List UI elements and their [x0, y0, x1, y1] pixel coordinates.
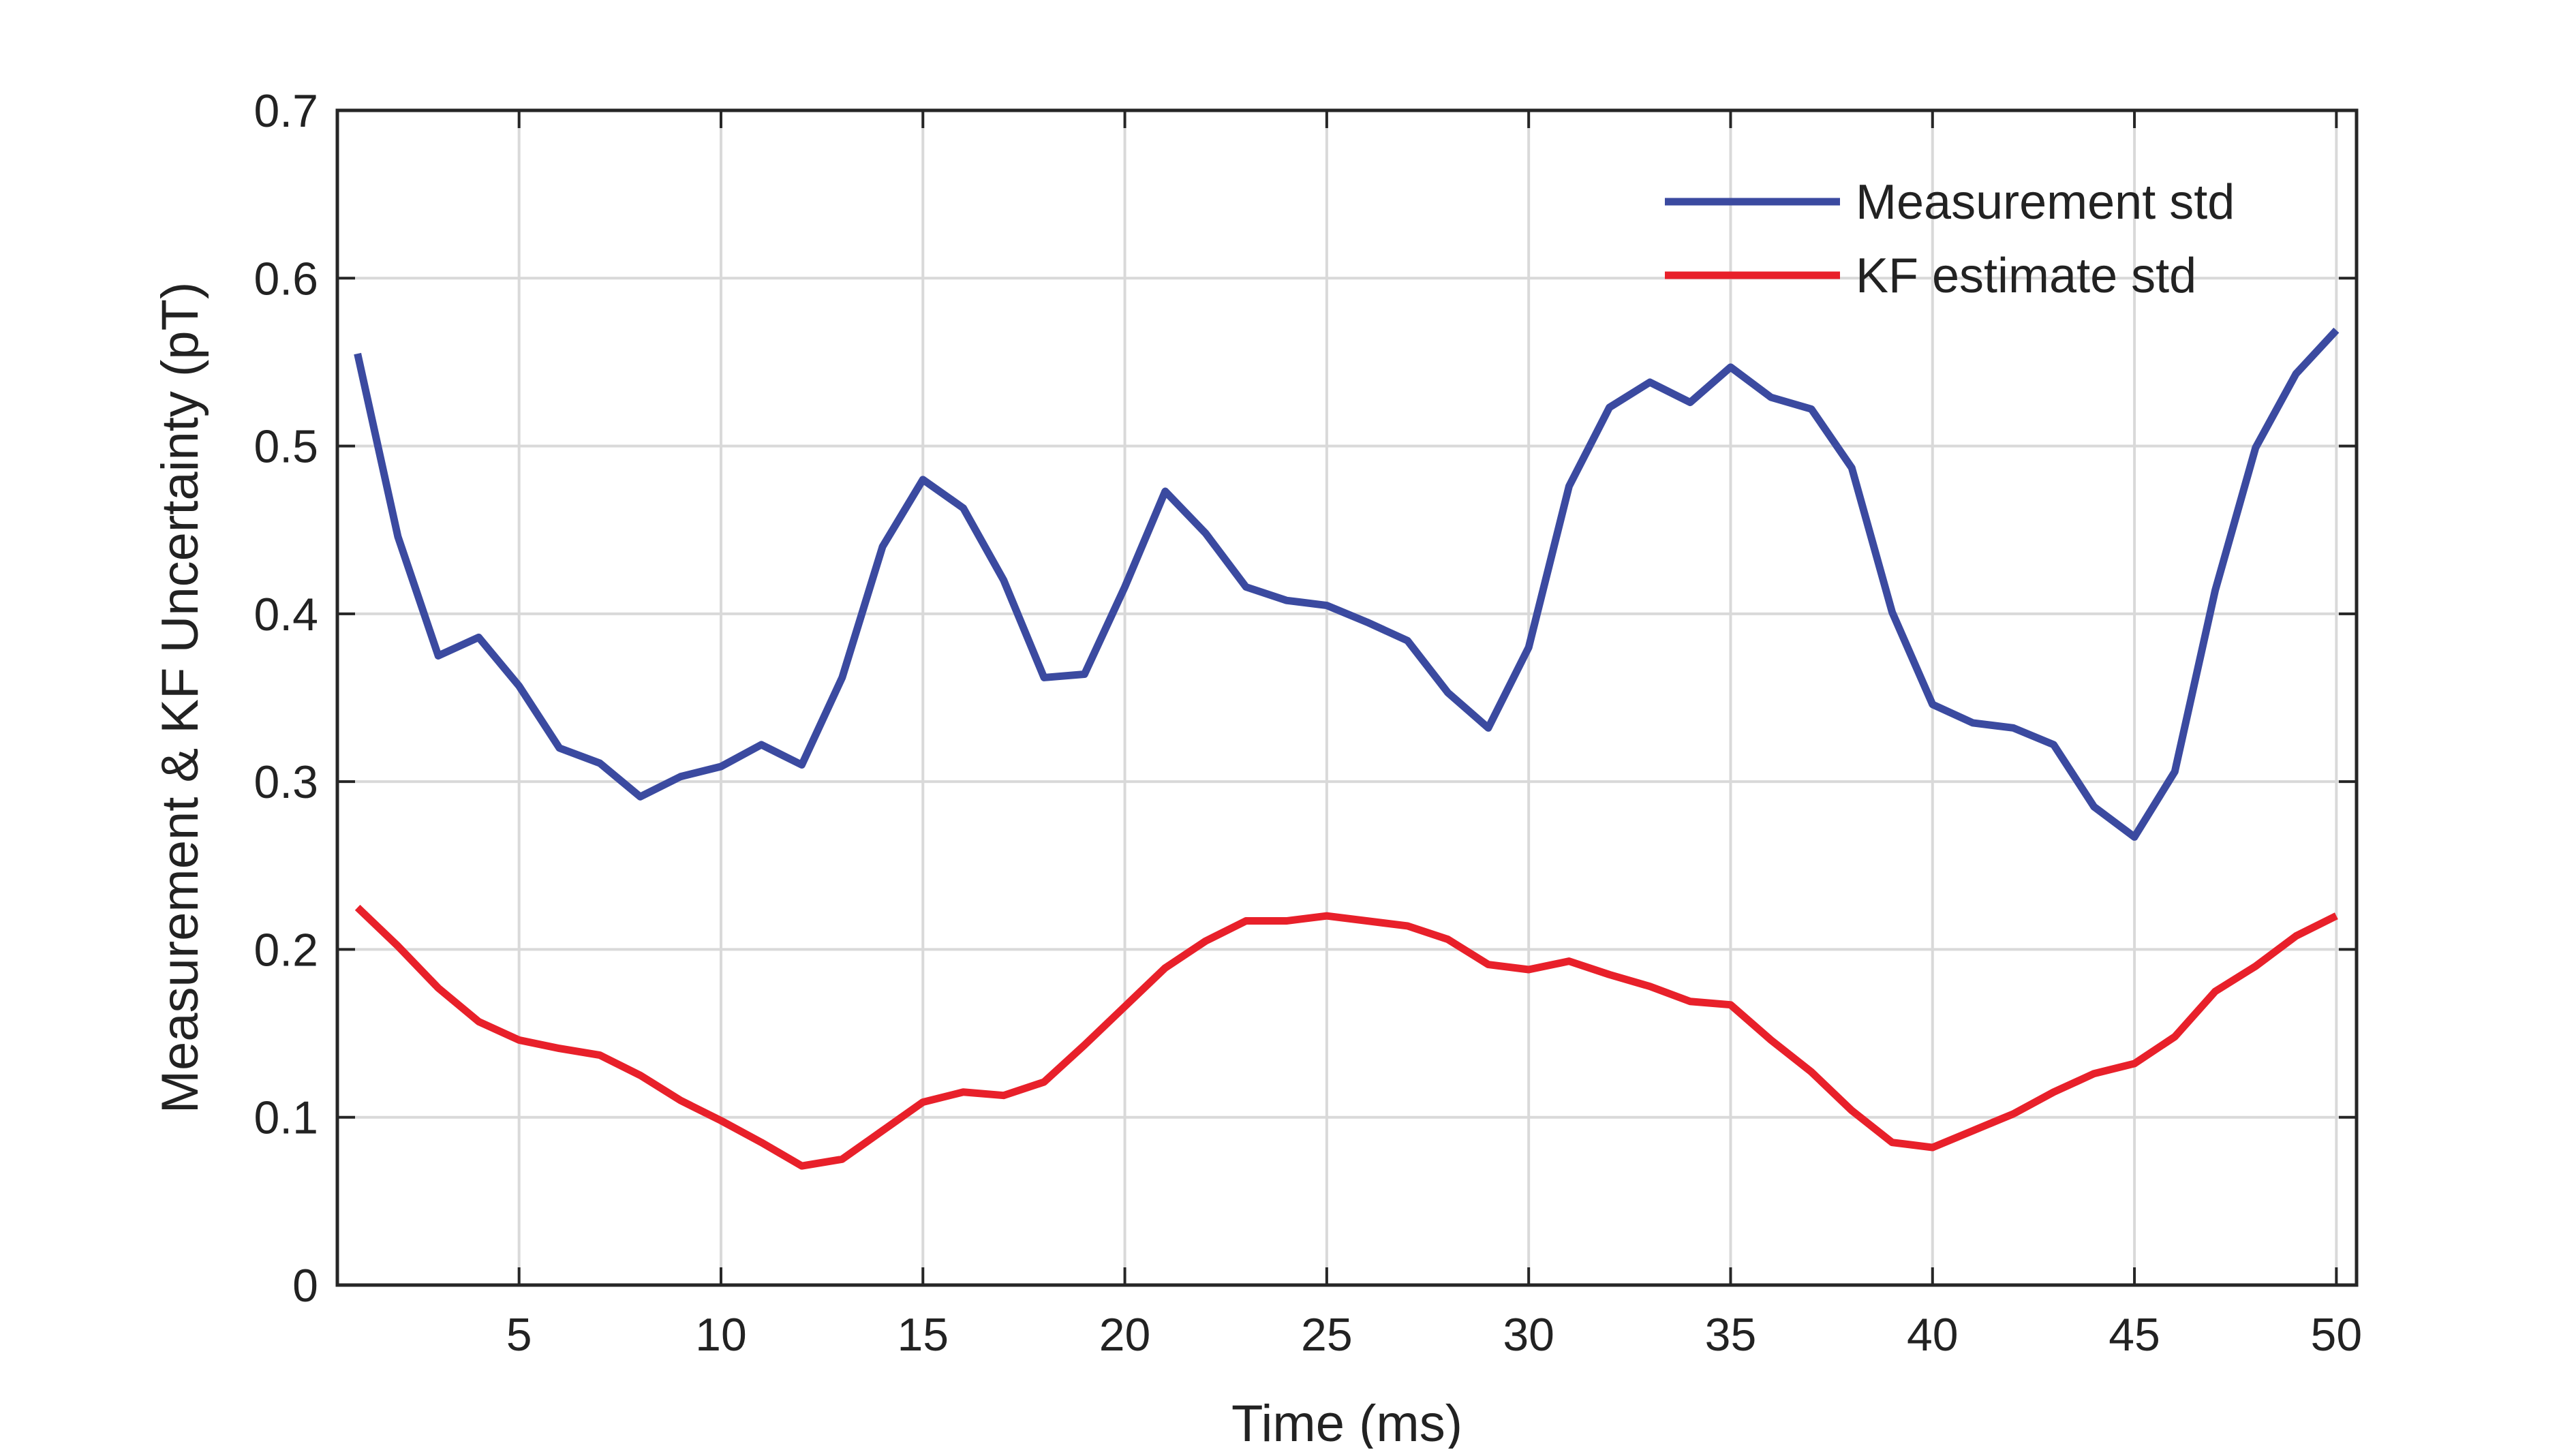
y-axis-tick-labels: 0 0.1 0.2 0.3 0.4 0.5 0.6 0.7	[254, 85, 318, 1312]
series-layer	[354, 327, 2340, 1170]
y-axis-title: Measurement & KF Uncertainty (pT)	[151, 282, 209, 1114]
x-tick-label: 5	[506, 1309, 532, 1361]
y-tick-label: 0.1	[254, 1092, 318, 1144]
legend: Measurement std KF estimate std	[1665, 175, 2235, 303]
x-tick-label: 45	[2109, 1309, 2160, 1361]
x-tick-label: 20	[1099, 1309, 1151, 1361]
y-tick-label: 0	[292, 1260, 318, 1312]
series-line-measurement-std	[354, 327, 2340, 841]
y-tick-label: 0.2	[254, 924, 318, 976]
x-tick-label: 10	[695, 1309, 747, 1361]
y-tick-label: 0.7	[254, 85, 318, 137]
legend-label-measurement-std: Measurement std	[1856, 175, 2235, 230]
y-tick-label: 0.5	[254, 421, 318, 473]
x-axis-title: Time (ms)	[1231, 1395, 1462, 1449]
x-tick-label: 25	[1301, 1309, 1353, 1361]
y-tick-label: 0.6	[254, 253, 318, 305]
y-tick-label: 0.4	[254, 589, 318, 640]
x-tick-label: 15	[897, 1309, 949, 1361]
x-axis-tick-labels: 5 10 15 20 25 30 35 40 45 50	[506, 1309, 2362, 1361]
x-tick-label: 30	[1503, 1309, 1554, 1361]
y-tick-label: 0.3	[254, 756, 318, 808]
x-tick-label: 40	[1907, 1309, 1959, 1361]
x-tick-label: 35	[1705, 1309, 1757, 1361]
axis-ticks	[337, 109, 2357, 1286]
plot-frame	[335, 108, 2359, 1287]
x-tick-label: 50	[2311, 1309, 2363, 1361]
series-line-kf-estimate-std	[354, 904, 2338, 1170]
legend-label-kf-estimate-std: KF estimate std	[1856, 249, 2196, 303]
